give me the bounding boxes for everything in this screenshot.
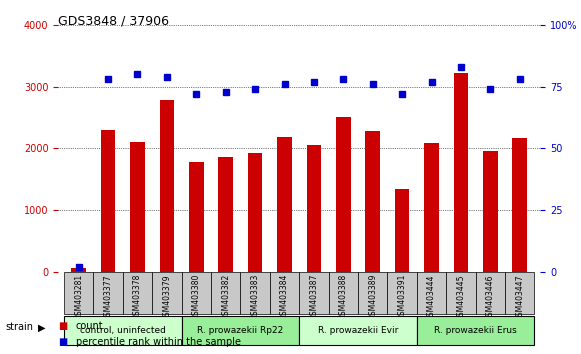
FancyBboxPatch shape [182, 272, 211, 314]
Text: GSM403384: GSM403384 [280, 274, 289, 320]
FancyBboxPatch shape [270, 272, 299, 314]
Bar [483, 151, 498, 272]
Text: GSM403383: GSM403383 [250, 274, 260, 320]
Bar [454, 73, 468, 272]
Bar [277, 137, 292, 272]
Bar [189, 162, 204, 272]
Bar [130, 142, 145, 272]
FancyBboxPatch shape [64, 272, 94, 314]
Text: count: count [76, 321, 103, 331]
Text: R. prowazekii Rp22: R. prowazekii Rp22 [198, 326, 284, 335]
Text: GSM403380: GSM403380 [192, 274, 201, 320]
Text: ■: ■ [58, 321, 67, 331]
Text: ▶: ▶ [38, 322, 45, 332]
Bar [160, 100, 174, 272]
FancyBboxPatch shape [417, 316, 535, 345]
Text: control, uninfected: control, uninfected [80, 326, 166, 335]
FancyBboxPatch shape [358, 272, 388, 314]
Text: percentile rank within the sample: percentile rank within the sample [76, 337, 241, 347]
FancyBboxPatch shape [329, 272, 358, 314]
Text: GSM403446: GSM403446 [486, 274, 495, 321]
Bar [424, 143, 439, 272]
Text: GSM403445: GSM403445 [457, 274, 465, 321]
Text: GDS3848 / 37906: GDS3848 / 37906 [58, 14, 169, 27]
Text: GSM403444: GSM403444 [427, 274, 436, 321]
Text: GSM403388: GSM403388 [339, 274, 348, 320]
Text: GSM403447: GSM403447 [515, 274, 524, 321]
Text: GSM403391: GSM403391 [397, 274, 407, 320]
FancyBboxPatch shape [299, 272, 329, 314]
Text: GSM403389: GSM403389 [368, 274, 377, 320]
Bar [365, 131, 380, 272]
Text: GSM403281: GSM403281 [74, 274, 83, 320]
Text: GSM403379: GSM403379 [163, 274, 171, 321]
FancyBboxPatch shape [182, 316, 299, 345]
Bar [71, 268, 86, 272]
Bar [218, 157, 233, 272]
Bar [394, 189, 410, 272]
FancyBboxPatch shape [152, 272, 182, 314]
Text: R. prowazekii Evir: R. prowazekii Evir [318, 326, 398, 335]
Text: strain: strain [6, 322, 34, 332]
Text: R. prowazekii Erus: R. prowazekii Erus [434, 326, 517, 335]
FancyBboxPatch shape [388, 272, 417, 314]
FancyBboxPatch shape [417, 272, 446, 314]
FancyBboxPatch shape [299, 316, 417, 345]
Text: GSM403377: GSM403377 [103, 274, 113, 321]
Text: ■: ■ [58, 337, 67, 347]
FancyBboxPatch shape [211, 272, 241, 314]
Bar [307, 145, 321, 272]
FancyBboxPatch shape [505, 272, 535, 314]
Text: GSM403387: GSM403387 [310, 274, 318, 320]
FancyBboxPatch shape [241, 272, 270, 314]
Bar [101, 130, 116, 272]
FancyBboxPatch shape [64, 316, 182, 345]
FancyBboxPatch shape [123, 272, 152, 314]
Text: GSM403382: GSM403382 [221, 274, 230, 320]
Bar [248, 153, 263, 272]
Bar [336, 118, 351, 272]
FancyBboxPatch shape [446, 272, 476, 314]
Bar [512, 138, 527, 272]
FancyBboxPatch shape [94, 272, 123, 314]
FancyBboxPatch shape [476, 272, 505, 314]
Text: GSM403378: GSM403378 [133, 274, 142, 320]
